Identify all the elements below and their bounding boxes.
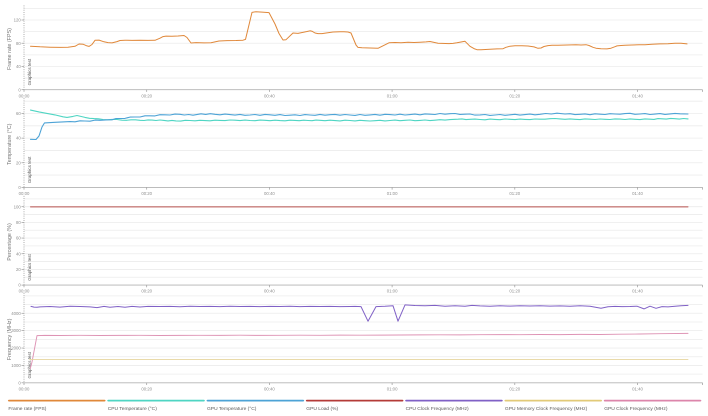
svg-text:GPU Memory Clock Frequency (MH: GPU Memory Clock Frequency (MHz) bbox=[505, 406, 588, 412]
svg-text:01:40: 01:40 bbox=[632, 289, 643, 294]
svg-text:80: 80 bbox=[16, 41, 21, 46]
svg-text:01:00: 01:00 bbox=[387, 386, 398, 391]
svg-text:00:40: 00:40 bbox=[264, 191, 275, 196]
svg-text:Frame rate (FPS): Frame rate (FPS) bbox=[7, 28, 13, 70]
svg-text:Frequency (MHz): Frequency (MHz) bbox=[7, 318, 13, 360]
svg-text:0: 0 bbox=[18, 185, 21, 190]
svg-text:Graphics test: Graphics test bbox=[27, 351, 32, 378]
svg-text:40: 40 bbox=[16, 136, 21, 141]
svg-text:0: 0 bbox=[18, 380, 21, 385]
svg-text:00:40: 00:40 bbox=[264, 93, 275, 98]
svg-text:2000: 2000 bbox=[11, 346, 21, 351]
svg-text:60: 60 bbox=[16, 236, 21, 241]
svg-text:GPU Clock Frequency (MHz): GPU Clock Frequency (MHz) bbox=[604, 406, 668, 412]
svg-text:CPU Clock Frequency (MHz): CPU Clock Frequency (MHz) bbox=[406, 406, 469, 412]
svg-text:00:20: 00:20 bbox=[141, 191, 152, 196]
svg-text:3000: 3000 bbox=[11, 328, 21, 333]
svg-text:01:00: 01:00 bbox=[387, 191, 398, 196]
svg-text:01:20: 01:20 bbox=[509, 191, 520, 196]
svg-text:00:00: 00:00 bbox=[19, 289, 30, 294]
svg-text:01:00: 01:00 bbox=[387, 93, 398, 98]
svg-text:80: 80 bbox=[16, 220, 21, 225]
svg-text:GPU Temperature (°C): GPU Temperature (°C) bbox=[207, 406, 257, 412]
svg-text:60: 60 bbox=[16, 111, 21, 116]
svg-text:00:00: 00:00 bbox=[19, 93, 30, 98]
svg-text:CPU Temperature (°C): CPU Temperature (°C) bbox=[108, 406, 158, 412]
svg-text:Graphics test: Graphics test bbox=[27, 254, 32, 281]
svg-text:01:40: 01:40 bbox=[632, 93, 643, 98]
svg-text:00:40: 00:40 bbox=[264, 289, 275, 294]
svg-text:0: 0 bbox=[18, 87, 21, 92]
svg-text:1000: 1000 bbox=[11, 363, 21, 368]
svg-text:Graphics test: Graphics test bbox=[27, 58, 32, 85]
svg-text:0: 0 bbox=[18, 283, 21, 288]
svg-text:Percentage (%): Percentage (%) bbox=[7, 223, 13, 261]
svg-text:20: 20 bbox=[16, 267, 21, 272]
svg-text:00:00: 00:00 bbox=[19, 386, 30, 391]
svg-text:01:40: 01:40 bbox=[632, 191, 643, 196]
svg-text:Graphics test: Graphics test bbox=[27, 156, 32, 183]
svg-text:100: 100 bbox=[14, 204, 22, 209]
svg-text:01:40: 01:40 bbox=[632, 386, 643, 391]
svg-text:01:20: 01:20 bbox=[509, 93, 520, 98]
svg-text:00:40: 00:40 bbox=[264, 386, 275, 391]
svg-text:01:20: 01:20 bbox=[509, 289, 520, 294]
svg-text:Frame rate (FPS): Frame rate (FPS) bbox=[8, 406, 46, 412]
svg-text:4000: 4000 bbox=[11, 311, 21, 316]
svg-text:20: 20 bbox=[16, 160, 21, 165]
svg-text:00:20: 00:20 bbox=[141, 386, 152, 391]
svg-text:01:20: 01:20 bbox=[509, 386, 520, 391]
svg-text:GPU Load (%): GPU Load (%) bbox=[306, 406, 338, 412]
svg-text:120: 120 bbox=[14, 18, 22, 23]
svg-text:40: 40 bbox=[16, 251, 21, 256]
svg-text:00:00: 00:00 bbox=[19, 191, 30, 196]
svg-text:01:00: 01:00 bbox=[387, 289, 398, 294]
svg-text:40: 40 bbox=[16, 64, 21, 69]
svg-text:00:20: 00:20 bbox=[141, 289, 152, 294]
svg-text:Temperature (°C): Temperature (°C) bbox=[7, 123, 13, 165]
svg-text:00:20: 00:20 bbox=[141, 93, 152, 98]
